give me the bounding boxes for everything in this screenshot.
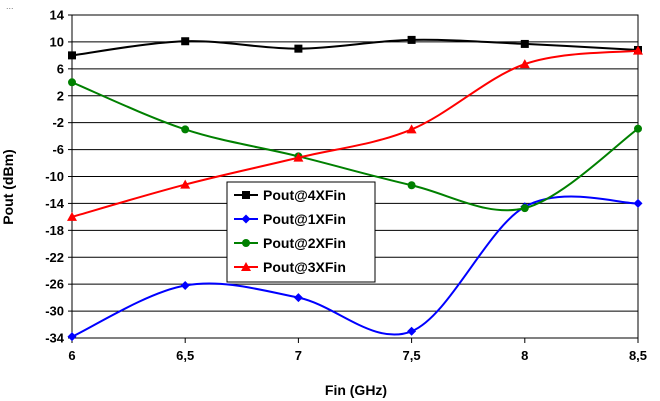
grid-lines (72, 14, 638, 339)
x-axis-ticks: 6 6,5 7 7,5 8 8,5 (68, 338, 647, 363)
y-axis-title: Pout (dBm) (0, 149, 16, 224)
corner-label: ... (6, 1, 14, 11)
y-tick-label: 6 (57, 61, 64, 76)
data-point-pout-1xfin (180, 281, 190, 291)
y-tick-label: -22 (45, 250, 64, 265)
data-point-pout-4xfin (407, 35, 416, 44)
y-tick-label: -34 (45, 331, 65, 346)
series-group (67, 35, 643, 342)
data-point-pout-1xfin (407, 326, 417, 336)
x-tick-label: 8,5 (629, 348, 647, 363)
legend-marker-pout-2xfin (242, 239, 250, 247)
y-tick-label: 10 (50, 34, 64, 49)
legend-marker-pout-4xfin (242, 191, 250, 199)
y-tick-label: -14 (45, 196, 65, 211)
series-line-pout-3xfin (71, 49, 639, 218)
data-point-pout-1xfin (67, 332, 77, 342)
data-point-pout-3xfin (633, 45, 643, 55)
legend-label-pout-2xfin: Pout@2XFin (263, 235, 346, 251)
y-tick-label: -30 (45, 304, 64, 319)
x-tick-label: 7 (295, 348, 302, 363)
data-point-pout-4xfin (181, 37, 190, 46)
data-point-pout-2xfin (634, 124, 642, 133)
data-point-pout-3xfin (406, 124, 417, 134)
legend-marker-pout-1xfin (241, 214, 251, 224)
y-tick-label: 2 (57, 88, 64, 103)
series-pout-1xfin (67, 195, 643, 342)
legend-label-pout-4xfin: Pout@4XFin (263, 187, 346, 203)
data-point-pout-1xfin (293, 293, 303, 303)
data-point-pout-3xfin (180, 179, 191, 189)
y-tick-label: -18 (45, 223, 64, 238)
legend-box (226, 181, 376, 283)
series-pout-3xfin (67, 45, 643, 221)
data-point-pout-2xfin (181, 125, 190, 134)
y-tick-label: -2 (52, 115, 64, 130)
data-point-pout-4xfin (294, 44, 303, 53)
data-point-pout-4xfin (68, 51, 76, 60)
series-line-pout-4xfin (71, 38, 639, 57)
x-tick-label: 7,5 (403, 348, 421, 363)
legend-label-pout-3xfin: Pout@3XFin (263, 259, 346, 275)
legend-marker-pout-3xfin (241, 262, 251, 271)
y-tick-label: -6 (52, 142, 64, 157)
x-tick-label: 6 (68, 348, 75, 363)
data-point-pout-2xfin (520, 204, 529, 213)
y-tick-label: -10 (45, 169, 64, 184)
data-point-pout-1xfin (633, 198, 643, 208)
x-axis-title: Fin (GHz) (325, 382, 387, 398)
data-point-pout-4xfin (520, 39, 529, 48)
data-point-pout-2xfin (407, 181, 416, 190)
series-line-pout-1xfin (71, 195, 639, 338)
y-tick-label: 14 (50, 8, 65, 23)
y-tick-label: -26 (45, 277, 64, 292)
series-line-pout-2xfin (71, 81, 639, 212)
legend: Pout@4XFin Pout@1XFin Pout@2XFin Pout@3XFin (226, 181, 376, 283)
series-pout-2xfin (68, 78, 642, 213)
x-tick-label: 6,5 (176, 348, 194, 363)
data-point-pout-2xfin (68, 78, 76, 87)
data-point-pout-3xfin (67, 211, 77, 221)
legend-label-pout-1xfin: Pout@1XFin (263, 211, 346, 227)
x-tick-label: 8 (521, 348, 528, 363)
data-point-pout-3xfin (519, 59, 530, 69)
data-point-pout-3xfin (293, 152, 304, 162)
y-axis-ticks: 14 10 6 2 -2 -6 -10 -14 -18 -22 -26 -30 -34 (45, 8, 72, 346)
